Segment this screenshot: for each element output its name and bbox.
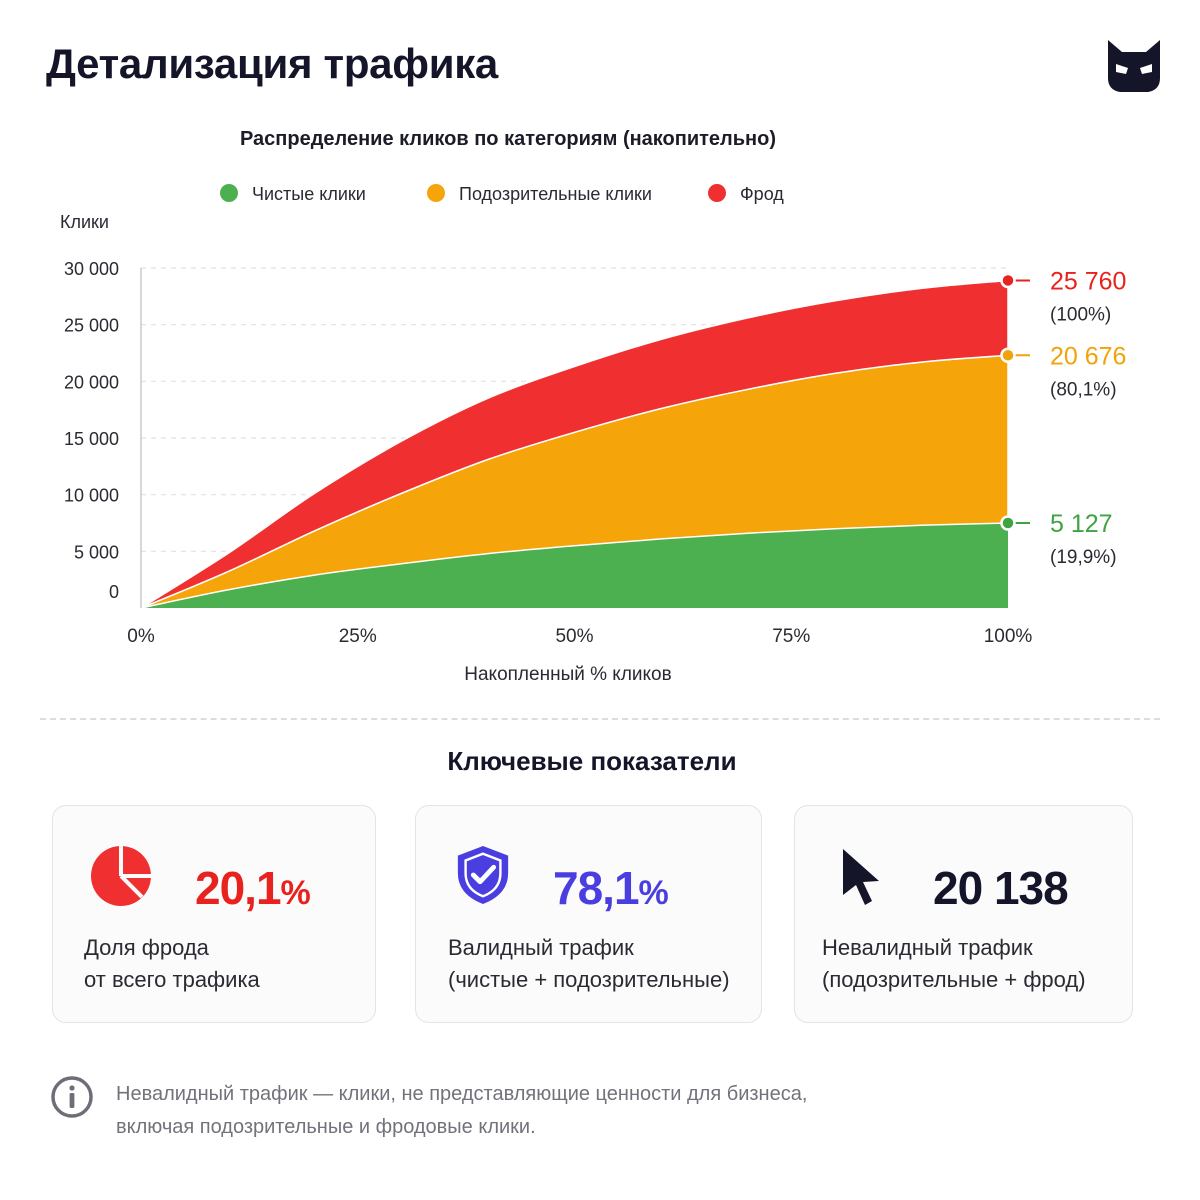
y-tick-labels: 0 5 000 10 000 15 000 20 000 25 000 30 000 [64, 259, 119, 602]
x-tick-label: 75% [772, 626, 810, 647]
legend-marker-suspicious [427, 184, 445, 202]
cursor-icon [843, 849, 879, 905]
kpi-value: 78,1% [553, 861, 669, 915]
legend-label-clean: Чистые клики [252, 184, 366, 204]
x-tick-label: 0% [127, 626, 155, 647]
footnote-text: Невалидный трафик — клики, не представля… [116, 1078, 976, 1144]
kpi-label: Валидный трафик (чистые + подозрительные… [448, 932, 730, 996]
kpi-number: 78,1 [553, 862, 640, 914]
y-tick-label: 10 000 [64, 486, 119, 506]
footnote-line2: включая подозрительные и фродовые клики. [116, 1116, 536, 1138]
x-tick-label: 50% [555, 626, 593, 647]
annotation-value: 20 676 [1050, 342, 1126, 370]
y-tick-label: 0 [109, 582, 119, 602]
x-axis-label: Накопленный % кликов [464, 664, 671, 685]
kpi-label-line1: Валидный трафик [448, 935, 634, 960]
legend-marker-clean [220, 184, 238, 202]
owl-mask-icon [1108, 40, 1160, 92]
area-series-0 [141, 523, 1008, 608]
kpi-card-valid-traffic: 78,1% Валидный трафик (чистые + подозрит… [415, 805, 762, 1023]
annotation-marker [1000, 347, 1016, 364]
annotation-marker [1000, 515, 1016, 531]
kpi-card-fraud-share: 20,1% Доля фрода от всего трафика [52, 805, 376, 1023]
chart-title: Распределение кликов по категориям (нако… [240, 128, 776, 150]
y-tick-label: 20 000 [64, 372, 119, 392]
section-divider [40, 718, 1160, 720]
annotation-value: 25 760 [1050, 267, 1126, 295]
stacked-areas [140, 279, 1009, 609]
kpi-number: 20 138 [933, 862, 1069, 914]
end-annotations: 25 760 (100%) 20 676 (80,1%) 5 127 (19,9%) [1000, 267, 1126, 568]
y-tick-label: 15 000 [64, 429, 119, 449]
y-tick-label: 5 000 [74, 542, 119, 562]
kpi-label: Невалидный трафик (подозрительные + фрод… [822, 932, 1086, 996]
annotation-percent: (100%) [1050, 304, 1111, 325]
kpi-section-title: Ключевые показатели [447, 746, 737, 776]
annotation-percent: (80,1%) [1050, 379, 1117, 400]
footnote-line1: Невалидный трафик — клики, не представля… [116, 1083, 808, 1105]
annotation-value: 5 127 [1050, 510, 1113, 538]
y-tick-label: 30 000 [64, 259, 119, 279]
annotation-marker [1000, 272, 1016, 289]
legend-item-clean: Чистые клики [220, 184, 366, 204]
kpi-label-line1: Доля фрода [84, 935, 209, 960]
legend-item-fraud: Фрод [708, 184, 784, 204]
area-chart: Распределение кликов по категориям (нако… [60, 128, 1126, 685]
y-axis-label: Клики [60, 212, 109, 232]
pie-chart-icon [91, 846, 151, 906]
chart-legend: Чистые клики Подозрительные клики Фрод [220, 184, 784, 204]
kpi-unit: % [280, 874, 311, 912]
kpi-value: 20 138 [933, 861, 1069, 915]
x-tick-label: 25% [339, 626, 377, 647]
kpi-value: 20,1% [195, 861, 311, 915]
kpi-label: Доля фрода от всего трафика [84, 932, 260, 996]
x-tick-label: 100% [984, 626, 1033, 647]
kpi-label-line1: Невалидный трафик [822, 935, 1033, 960]
legend-label-suspicious: Подозрительные клики [459, 184, 652, 204]
legend-label-fraud: Фрод [740, 184, 784, 204]
kpi-unit: % [638, 874, 669, 912]
annotation-percent: (19,9%) [1050, 547, 1117, 568]
info-icon [51, 1076, 93, 1118]
y-tick-label: 25 000 [64, 316, 119, 336]
kpi-label-line2: (подозрительные + фрод) [822, 967, 1086, 992]
shield-check-icon [457, 846, 509, 904]
kpi-label-line2: от всего трафика [84, 967, 260, 992]
x-tick-labels: 0% 25% 50% 75% 100% [127, 626, 1032, 647]
kpi-number: 20,1 [195, 862, 282, 914]
kpi-card-invalid-traffic: 20 138 Невалидный трафик (подозрительные… [794, 805, 1133, 1023]
kpi-label-line2: (чистые + подозрительные) [448, 967, 730, 992]
legend-item-suspicious: Подозрительные клики [427, 184, 652, 204]
legend-marker-fraud [708, 184, 726, 202]
page-title: Детализация трафика [46, 40, 498, 87]
